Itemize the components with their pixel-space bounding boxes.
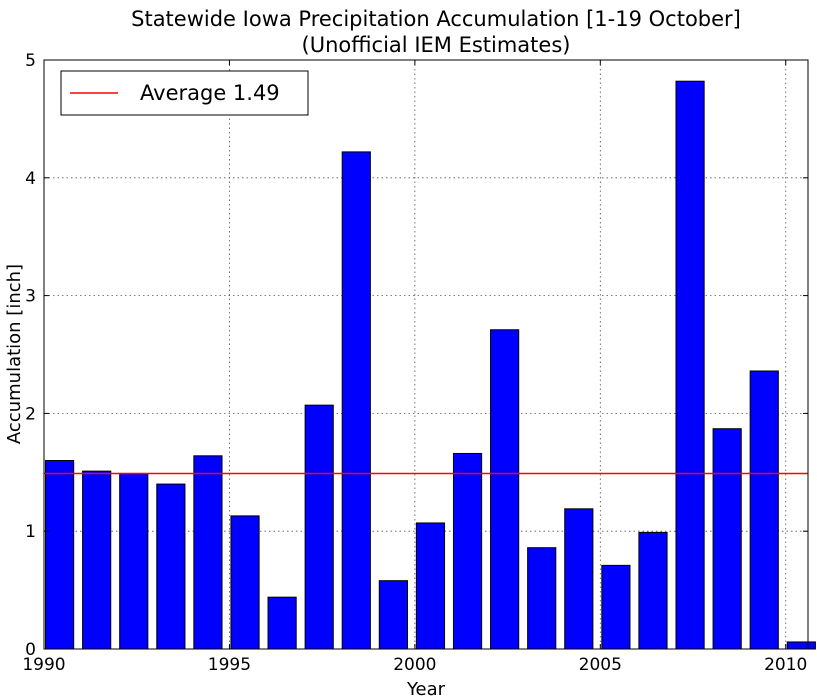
bar-1993 xyxy=(156,483,186,650)
bar-1999 xyxy=(378,580,408,650)
ticks xyxy=(43,59,808,650)
bars xyxy=(45,80,816,650)
bar-2001 xyxy=(452,452,483,650)
y-tick-labels: 0 1 2 3 4 5 xyxy=(25,51,36,660)
x-tick-label: 2000 xyxy=(393,655,436,675)
legend: Average 1.49 xyxy=(60,70,309,116)
y-tick-label: 5 xyxy=(25,51,36,71)
chart-subtitle: (Unofficial IEM Estimates) xyxy=(302,33,571,57)
legend-average-label: Average 1.49 xyxy=(140,81,280,105)
bar-1991 xyxy=(82,470,112,650)
bar-1994 xyxy=(193,455,223,650)
bar-1995 xyxy=(230,515,260,650)
bar-1997 xyxy=(304,404,334,650)
bar-2002 xyxy=(490,329,520,650)
x-tick-label: 2005 xyxy=(579,655,622,675)
y-tick-label: 0 xyxy=(25,640,36,660)
x-tick-label: 1990 xyxy=(22,655,65,675)
y-tick-label: 2 xyxy=(25,404,36,424)
bar-1992 xyxy=(119,472,149,650)
chart-title: Statewide Iowa Precipitation Accumulatio… xyxy=(131,7,741,31)
x-tick-labels: 1990 1995 2000 2005 2010 xyxy=(22,655,807,675)
bar-2009 xyxy=(749,370,779,650)
bar-2000 xyxy=(415,522,446,650)
y-tick-label: 3 xyxy=(25,287,36,307)
y-axis-label: Accumulation [inch] xyxy=(4,264,25,444)
bar-2008 xyxy=(712,428,742,650)
bar-1998 xyxy=(341,151,371,650)
x-tick-label: 1995 xyxy=(208,655,251,675)
bar-1996 xyxy=(267,596,297,650)
x-axis-label: Year xyxy=(406,679,446,700)
bar-2006 xyxy=(638,531,668,650)
y-tick-label: 4 xyxy=(25,169,36,189)
y-tick-label: 1 xyxy=(25,522,36,542)
bar-2010 xyxy=(786,641,816,650)
plot-frame xyxy=(43,59,809,650)
bar-2007 xyxy=(675,80,705,650)
bar-2004 xyxy=(564,508,594,650)
bar-2005 xyxy=(601,564,631,650)
x-tick-label: 2010 xyxy=(764,655,807,675)
bar-1990 xyxy=(45,460,75,650)
bar-2003 xyxy=(527,547,557,650)
